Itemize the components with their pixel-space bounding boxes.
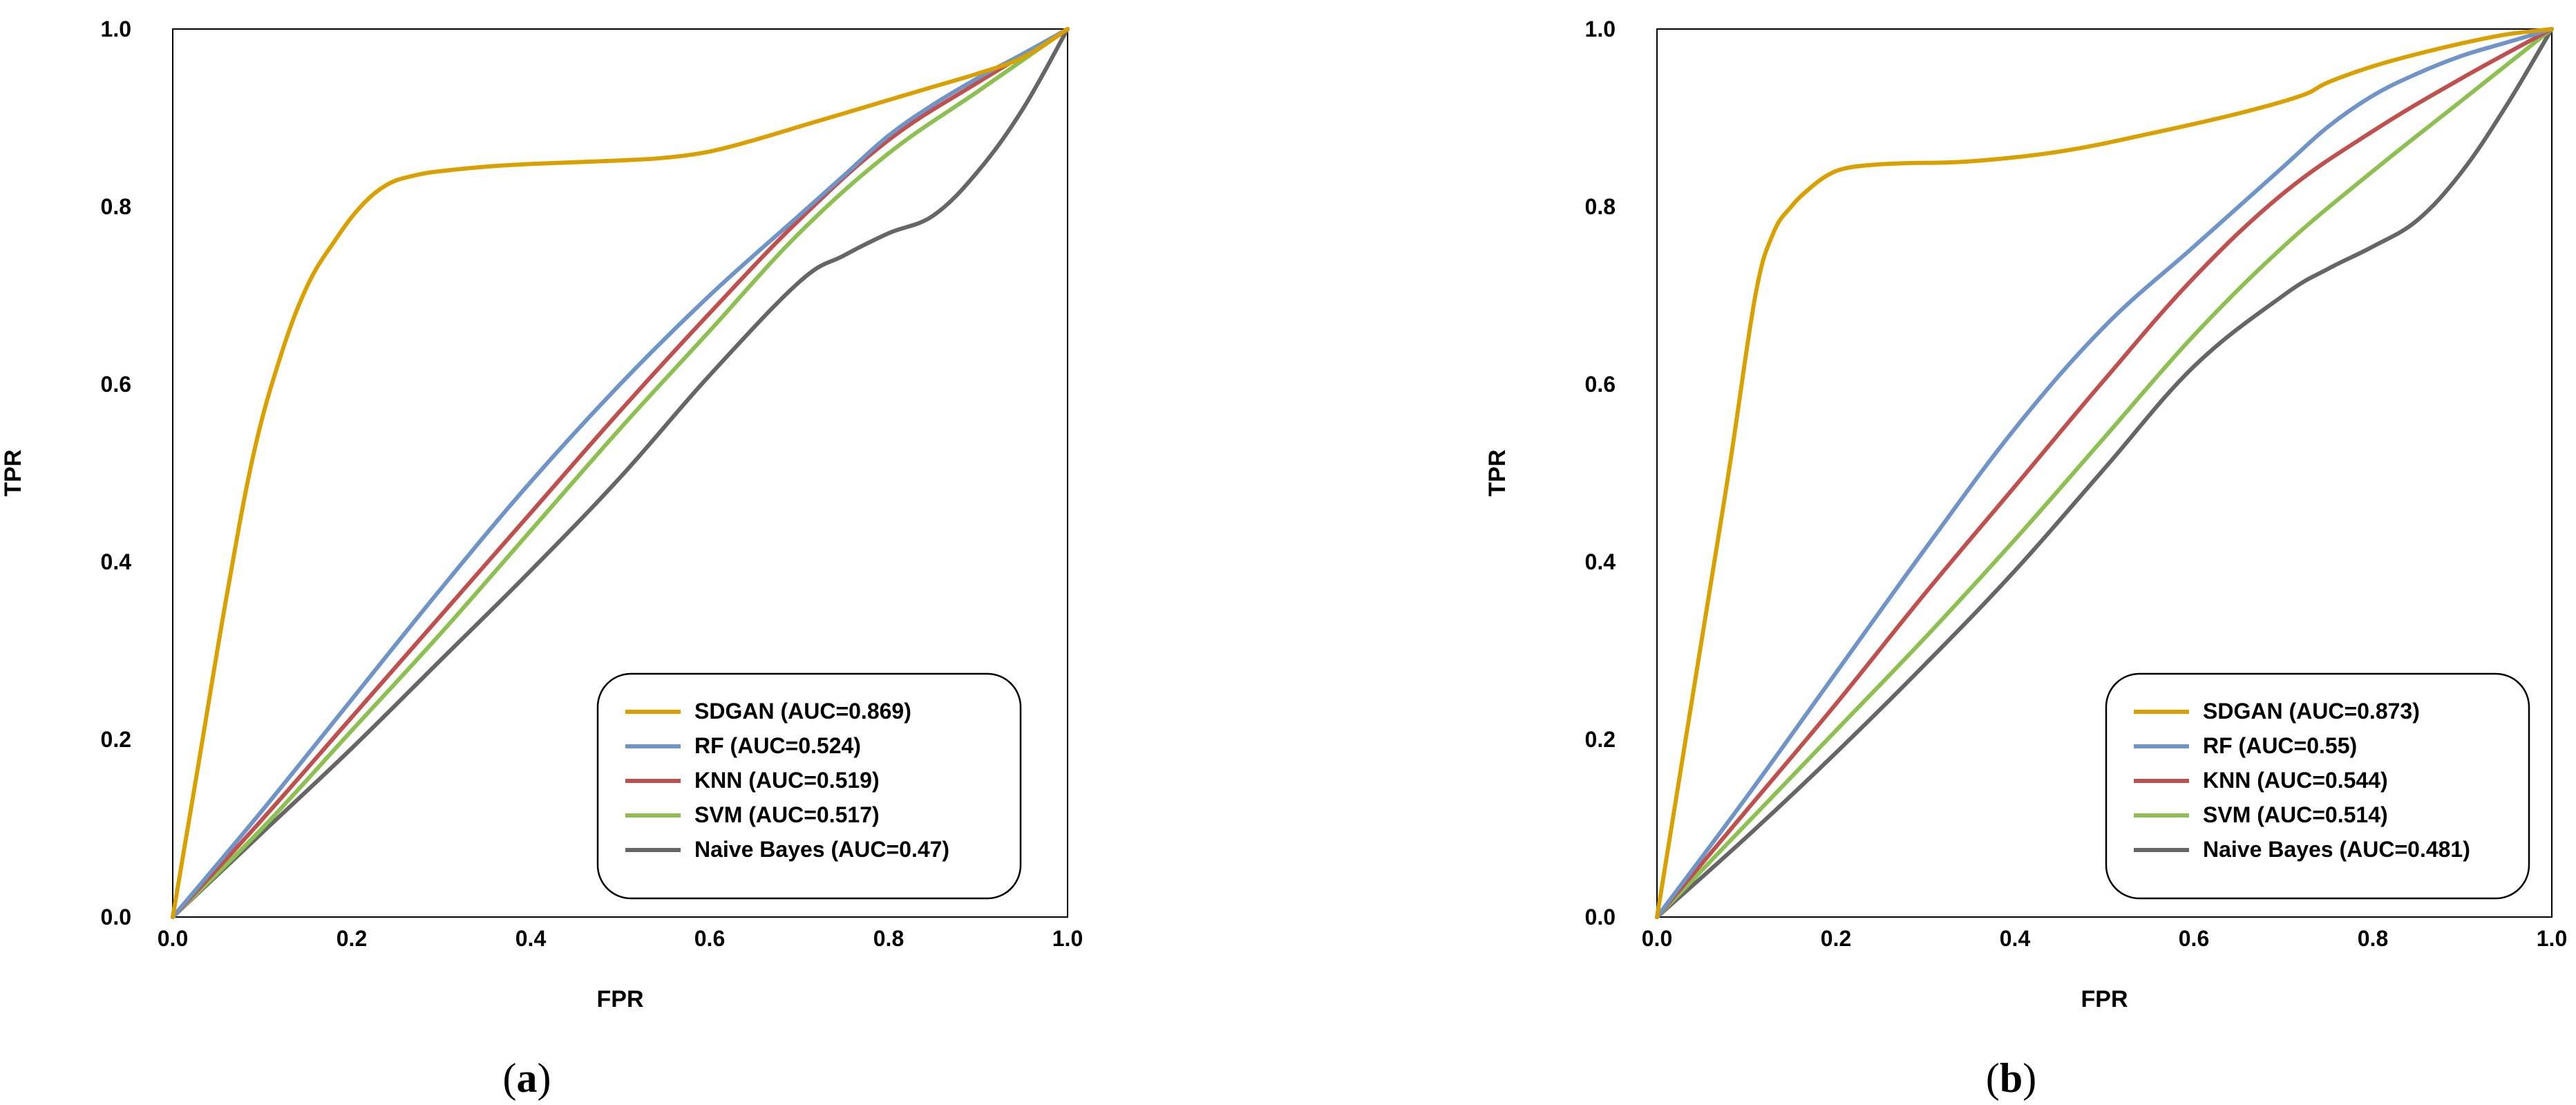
series-line-rf: [1655, 27, 2554, 919]
legend: SDGAN (AUC=0.873) RF (AUC=0.55) KNN (AUC=0…: [2105, 672, 2530, 900]
plot-area-frame: [1656, 28, 2553, 918]
x-tick-label: 0.0: [158, 926, 188, 951]
chart-panel-b: 0.0 0.2 0.4 0.6 0.8 1.0 0.0 0.2 0.4 0.6 0.8 1.0 FPR T…: [1484, 17, 2567, 1101]
chart-panel-a: 0.0 0.2 0.4 0.6 0.8 1.0 0.0 0.2 0.4 0.6 0.8 1.0 FPR T…: [0, 17, 1083, 1101]
legend-label: KNN (AUC=0.544): [2203, 768, 2388, 793]
x-tick-label: 1.0: [1052, 926, 1083, 951]
legend-label: Naive Bayes (AUC=0.481): [2203, 837, 2470, 862]
legend-label: SVM (AUC=0.517): [694, 802, 880, 827]
series-lines: [1655, 27, 2554, 919]
series-line-svm: [171, 27, 1070, 919]
series-line-naive: [1655, 27, 2554, 919]
series-line-knn: [1655, 27, 2554, 919]
legend-label: SDGAN (AUC=0.873): [2203, 699, 2420, 724]
series-line-sdgan: [1655, 27, 2554, 919]
y-tick-label: 0.6: [101, 372, 131, 397]
y-tick-label: 0.6: [1585, 372, 1616, 397]
x-tick-label: 0.4: [515, 926, 547, 951]
legend-label: Naive Bayes (AUC=0.47): [694, 837, 949, 862]
series-line-naive: [171, 27, 1070, 919]
series-line-svm: [1655, 27, 2554, 919]
legend: SDGAN (AUC=0.869) RF (AUC=0.524) KNN (AUC=…: [596, 672, 1022, 900]
legend-label: SDGAN (AUC=0.869): [694, 699, 911, 724]
x-axis-title: FPR: [2081, 986, 2128, 1012]
x-tick-label: 1.0: [2537, 926, 2567, 951]
y-tick-label: 0.8: [101, 194, 131, 219]
y-tick-label: 1.0: [101, 17, 131, 41]
panel-label: (a): [503, 1055, 551, 1101]
y-axis-title: TPR: [1484, 450, 1510, 497]
y-tick-label: 0.2: [101, 727, 131, 752]
y-tick-label: 0.0: [1585, 905, 1616, 929]
legend-label: KNN (AUC=0.519): [694, 768, 880, 793]
legend-label: RF (AUC=0.524): [694, 733, 861, 758]
y-tick-label: 0.8: [1585, 194, 1616, 219]
x-axis-title: FPR: [597, 986, 644, 1012]
x-tick-label: 0.2: [337, 926, 367, 951]
legend-box: [2105, 672, 2530, 900]
x-tick-label: 0.6: [694, 926, 725, 951]
series-line-sdgan: [171, 27, 1070, 919]
series-line-rf: [171, 27, 1070, 919]
y-axis-title: TPR: [0, 450, 26, 497]
legend-label: RF (AUC=0.55): [2203, 733, 2357, 758]
x-tick-label: 0.6: [2179, 926, 2209, 951]
x-tick-label: 0.4: [2000, 926, 2031, 951]
y-tick-label: 0.2: [1585, 727, 1616, 752]
legend-label: SVM (AUC=0.514): [2203, 802, 2388, 827]
series-lines: [171, 27, 1070, 919]
x-tick-label: 0.8: [873, 926, 904, 951]
panel-label: (b): [1986, 1055, 2036, 1101]
plot-area-frame: [172, 28, 1068, 918]
x-tick-label: 0.8: [2358, 926, 2388, 951]
series-line-knn: [171, 27, 1070, 919]
y-tick-label: 0.4: [101, 549, 132, 574]
x-tick-label: 0.2: [1821, 926, 1851, 951]
y-tick-label: 0.4: [1585, 549, 1616, 574]
y-tick-label: 0.0: [101, 905, 131, 929]
x-tick-label: 0.0: [1642, 926, 1672, 951]
legend-box: [596, 672, 1022, 900]
y-tick-label: 1.0: [1585, 17, 1616, 41]
